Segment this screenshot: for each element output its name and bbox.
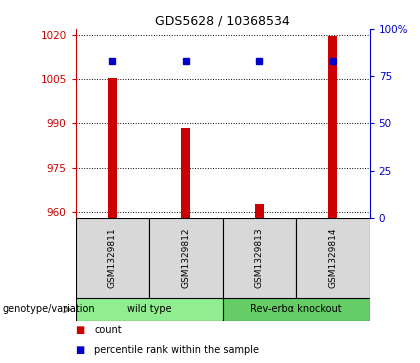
Bar (76, 298, 223, 321)
Text: Rev-erbα knockout: Rev-erbα knockout (250, 305, 342, 314)
Bar (328, 36, 337, 218)
Bar (76, 218, 149, 298)
Text: count: count (94, 325, 122, 335)
Text: genotype/variation: genotype/variation (2, 305, 95, 314)
Text: GSM1329811: GSM1329811 (108, 227, 117, 288)
Text: percentile rank within the sample: percentile rank within the sample (94, 345, 260, 355)
Bar (181, 128, 190, 218)
Bar (223, 298, 370, 321)
Text: GSM1329814: GSM1329814 (328, 228, 337, 288)
Bar (255, 204, 264, 218)
Text: wild type: wild type (127, 305, 171, 314)
Text: ■: ■ (76, 345, 85, 355)
Bar (296, 218, 370, 298)
Text: GSM1329813: GSM1329813 (255, 227, 264, 288)
Bar (149, 218, 223, 298)
Text: ■: ■ (76, 325, 85, 335)
Title: GDS5628 / 10368534: GDS5628 / 10368534 (155, 15, 290, 28)
Text: GSM1329812: GSM1329812 (181, 228, 190, 288)
Bar (108, 78, 117, 218)
Bar (223, 218, 296, 298)
